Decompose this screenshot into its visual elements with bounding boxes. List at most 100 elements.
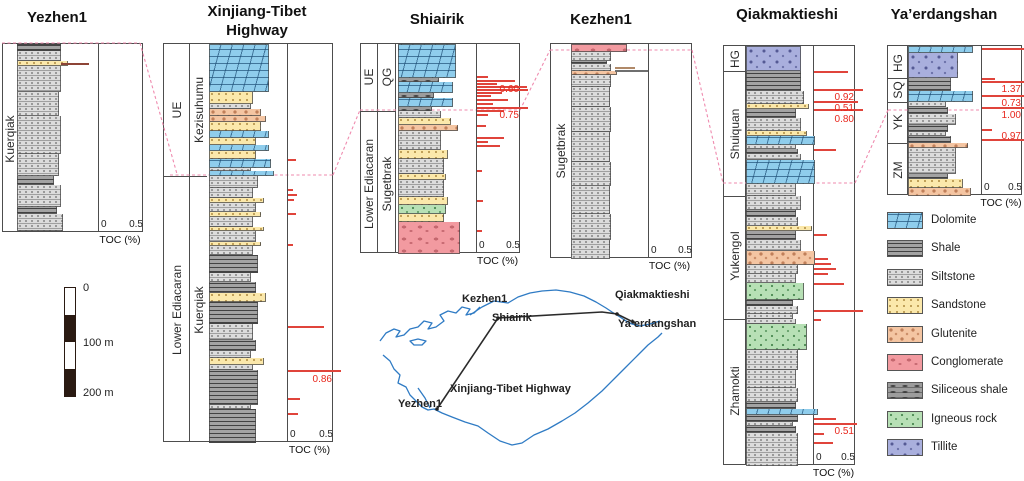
legend-item-conglomerate: Conglomerate [887, 354, 1022, 372]
xinjiang-tibet-highway-toc-axis-label: TOC (%) [288, 444, 331, 456]
toc-bar [814, 319, 821, 321]
bed-siltstone [209, 351, 251, 358]
toc-bar [288, 194, 298, 196]
bed-siltstone [17, 116, 61, 154]
toc-bar [477, 170, 483, 172]
bed-shale [746, 231, 796, 240]
legend-label: Siltstone [931, 270, 976, 283]
shiairik-column-box: UE Lower Ediacaran QG Sugetbrak 0 0.5 0.60 0.75 [360, 43, 528, 254]
bed-dolomite [209, 145, 269, 151]
toc-bar [814, 258, 828, 260]
toc-tick-max: 0.5 [129, 219, 143, 230]
bed-siltstone [746, 265, 798, 274]
shiairik-title: Shiairik [409, 11, 465, 28]
bed-siltstone [17, 92, 59, 116]
bed-siliceous [398, 93, 434, 98]
toc-bar [814, 149, 836, 151]
bed-siltstone [746, 91, 804, 104]
bed-siltstone [398, 159, 444, 174]
toc-tick-min: 0 [816, 452, 822, 463]
legend-label: Shale [931, 242, 961, 255]
qiakmaktieshi-label-band-0: HG Shuiquan Yukengol Zhamokti [724, 46, 746, 464]
qiakmaktieshi-toc-axis-label: TOC (%) [812, 467, 855, 479]
legend-item-dolomite: Dolomite [887, 212, 1022, 230]
toc-bar [477, 114, 488, 116]
bed-extension-line [61, 63, 89, 65]
shale-swatch [887, 240, 923, 258]
toc-bar [814, 283, 845, 285]
bed-siltstone [209, 405, 251, 409]
toc-bar [982, 95, 1024, 97]
legend-label: Igneous rock [931, 412, 997, 425]
bed-shale [209, 340, 256, 351]
toc-bar [477, 103, 494, 105]
bed-conglomerate [398, 222, 460, 254]
toc-bar [288, 159, 297, 161]
bed-siltstone [571, 52, 611, 61]
siltstone-swatch [887, 268, 923, 286]
formation-divider [378, 111, 395, 112]
bed-dolomite [209, 44, 269, 92]
toc-bar [477, 86, 527, 88]
bed-sandstone [209, 242, 261, 246]
bed-shale [746, 402, 796, 409]
toc-bar [477, 110, 504, 112]
bed-siltstone [17, 66, 61, 92]
qiakmaktieshi-toc-panel: 0 0.5 0.92 0.51 0.80 0.51 [813, 46, 863, 464]
bed-sandstone [908, 179, 963, 188]
bed-igneous [746, 324, 807, 350]
formation-divider [724, 319, 745, 320]
bed-sandstone [746, 226, 812, 231]
bed-glutenite [746, 251, 815, 265]
toc-value-label: 0.75 [499, 110, 519, 121]
bed-siltstone [746, 217, 798, 226]
legend-item-shale: Shale [887, 240, 1022, 258]
bed-siltstone [746, 274, 796, 283]
toc-value-label: 0.80 [834, 114, 854, 125]
bed-sandstone [209, 227, 264, 231]
toc-value-label: 0.86 [312, 374, 332, 385]
toc-bar [982, 139, 1024, 141]
toc-tick-max: 0.5 [678, 245, 692, 256]
bed-shale [746, 415, 798, 422]
scale-bar-segments [64, 287, 76, 397]
toc-bar [477, 76, 488, 78]
formation-divider [164, 176, 189, 177]
bed-sandstone [209, 198, 264, 203]
tillite-swatch [887, 439, 923, 457]
bed-siltstone [908, 148, 956, 174]
bed-tillite [746, 46, 801, 71]
bed-siltstone [209, 324, 253, 340]
yezhen1-toc-axis-label: TOC (%) [99, 234, 141, 246]
toc-bar [982, 78, 995, 80]
toc-bar [477, 137, 504, 139]
scale-label-100: 100 m [83, 337, 114, 349]
toc-value-label: 1.00 [1001, 110, 1021, 121]
formation-divider [724, 71, 745, 72]
toc-bar [477, 80, 515, 82]
toc-bar [288, 413, 299, 415]
bed-glutenite [209, 116, 266, 122]
legend-label: Sandstone [931, 299, 986, 312]
bed-sandstone [746, 131, 807, 136]
bed-shale [746, 71, 801, 91]
qiakmaktieshi-column-box: HG Shuiquan Yukengol Zhamokti 0 0.5 0.92 0.51 0.… [723, 45, 863, 466]
bed-dolomite [209, 171, 274, 176]
toc-bar [288, 326, 324, 328]
toc-value-label: 0.51 [834, 103, 854, 114]
toc-value-label: 0.60 [499, 84, 519, 95]
kezhen1-toc-panel: 0 0.5 [648, 44, 693, 257]
bed-siltstone [746, 240, 801, 251]
toc-bar [814, 433, 825, 435]
toc-bar [288, 370, 341, 372]
formation-divider [361, 111, 377, 112]
bed-shale [209, 409, 256, 443]
bed-dolomite [398, 98, 453, 107]
bed-siltstone [398, 111, 441, 118]
bed-shale [908, 136, 951, 143]
bed-shale [571, 61, 607, 64]
bed-dolomite [398, 82, 453, 93]
bed-sandstone [746, 104, 809, 109]
bed-dolomite [746, 136, 815, 145]
